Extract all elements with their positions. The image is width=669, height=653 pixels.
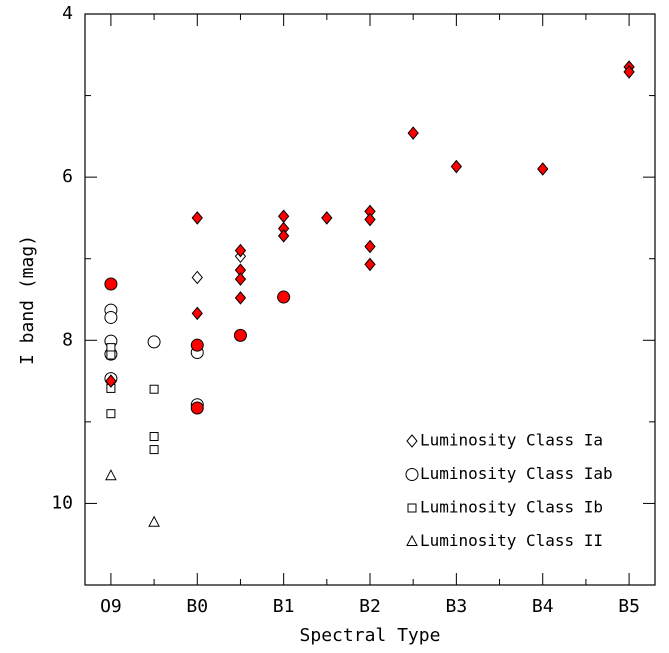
y-tick-label: 6 <box>62 166 73 187</box>
data-point <box>277 290 291 304</box>
data-point <box>364 239 376 254</box>
y-axis-label: I band (mag) <box>17 235 38 365</box>
data-point <box>234 272 247 286</box>
data-point <box>106 343 116 353</box>
data-point <box>277 229 290 243</box>
data-point <box>149 445 159 455</box>
data-point <box>233 328 247 342</box>
data-point <box>364 212 376 227</box>
legend-marker <box>406 434 418 448</box>
x-tick-label: B2 <box>359 596 381 617</box>
data-point <box>190 338 204 352</box>
data-point <box>104 310 118 324</box>
legend-label: Luminosity Class Iab <box>420 464 613 483</box>
data-point <box>364 257 376 272</box>
data-point <box>234 291 247 305</box>
y-tick-label: 4 <box>62 3 73 24</box>
data-point <box>106 350 116 360</box>
legend-label: Luminosity Class Ia <box>420 431 603 450</box>
x-tick-label: B0 <box>186 596 208 617</box>
data-point <box>105 374 117 388</box>
x-tick-label: B3 <box>446 596 468 617</box>
data-point <box>106 409 116 419</box>
x-tick-label: B1 <box>273 596 295 617</box>
data-point <box>149 432 159 442</box>
data-point <box>149 384 159 394</box>
data-point <box>191 270 203 285</box>
legend-marker <box>405 468 419 481</box>
x-tick-label: O9 <box>100 596 122 617</box>
data-point <box>104 277 118 291</box>
legend-marker <box>406 534 418 546</box>
data-point <box>277 209 290 224</box>
x-tick-label: B5 <box>618 596 640 617</box>
data-point <box>191 306 203 321</box>
x-tick-label: B4 <box>532 596 554 617</box>
data-point <box>407 126 419 140</box>
data-point <box>191 211 203 225</box>
y-tick-label: 10 <box>51 492 73 513</box>
data-point <box>234 243 247 258</box>
data-point <box>450 159 463 174</box>
data-point <box>623 65 635 79</box>
data-point <box>147 335 161 349</box>
legend-label: Luminosity Class Ib <box>420 498 603 517</box>
data-point <box>321 211 333 225</box>
data-point <box>537 162 549 176</box>
data-point <box>148 515 160 527</box>
y-tick-label: 8 <box>62 329 73 350</box>
legend-marker <box>407 503 417 513</box>
data-point <box>190 401 204 415</box>
data-point <box>105 469 117 481</box>
x-axis-label: Spectral Type <box>300 625 441 646</box>
legend-label: Luminosity Class II <box>420 531 603 550</box>
